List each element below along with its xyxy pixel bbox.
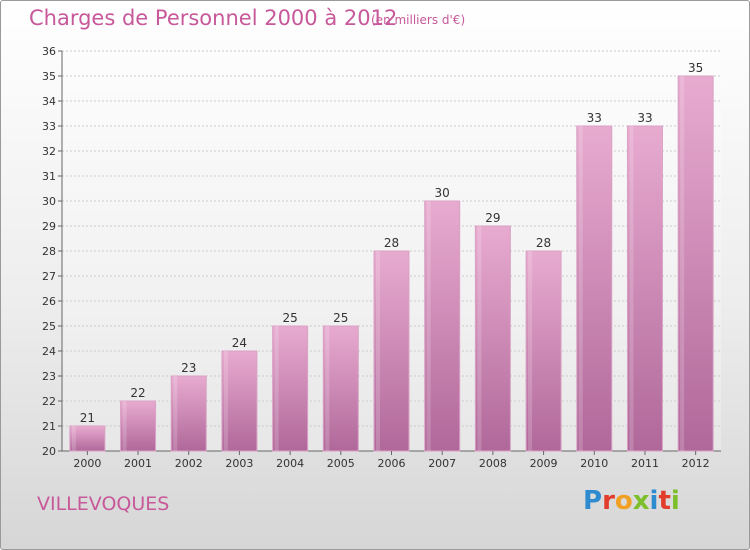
bar-highlight bbox=[578, 126, 583, 451]
data-label: 24 bbox=[232, 336, 247, 350]
x-tick-label: 2003 bbox=[225, 457, 253, 470]
bar-highlight bbox=[629, 126, 634, 451]
y-tick-label: 35 bbox=[42, 70, 56, 83]
data-label: 33 bbox=[637, 111, 652, 125]
y-tick-label: 20 bbox=[42, 445, 56, 458]
bar-2010 bbox=[576, 125, 613, 452]
bar-2002 bbox=[170, 375, 207, 452]
logo-letter: o bbox=[614, 486, 633, 516]
x-tick-label: 2012 bbox=[682, 457, 710, 470]
y-tick-label: 24 bbox=[42, 345, 56, 358]
y-tick-label: 23 bbox=[42, 370, 56, 383]
bar-2008 bbox=[474, 225, 511, 452]
bar-highlight bbox=[426, 201, 431, 451]
x-tick-label: 2009 bbox=[530, 457, 558, 470]
x-tick-label: 2008 bbox=[479, 457, 507, 470]
bar-highlight bbox=[173, 376, 178, 451]
bar-highlight bbox=[71, 426, 76, 451]
data-label: 21 bbox=[80, 411, 95, 425]
y-tick-label: 21 bbox=[42, 420, 56, 433]
proxiti-logo[interactable]: Proxiti bbox=[583, 486, 680, 516]
x-tick-label: 2001 bbox=[124, 457, 152, 470]
data-label: 25 bbox=[333, 311, 348, 325]
bar-2007 bbox=[424, 200, 461, 452]
y-tick-label: 25 bbox=[42, 320, 56, 333]
logo-letter: t bbox=[658, 486, 671, 516]
bar-2009 bbox=[525, 250, 562, 452]
y-tick-label: 29 bbox=[42, 220, 56, 233]
bar-highlight bbox=[477, 226, 482, 451]
x-tick-label: 2011 bbox=[631, 457, 659, 470]
bar-highlight bbox=[274, 326, 279, 451]
bar-2001 bbox=[120, 400, 157, 452]
chart-title: Charges de Personnel 2000 à 2012 bbox=[29, 6, 398, 30]
x-tick-label: 2004 bbox=[276, 457, 304, 470]
y-tick-label: 28 bbox=[42, 245, 56, 258]
logo-letter: P bbox=[583, 486, 603, 516]
data-label: 35 bbox=[688, 61, 703, 75]
data-label: 29 bbox=[485, 211, 500, 225]
bar-2003 bbox=[221, 350, 258, 452]
bar-2011 bbox=[626, 125, 663, 452]
x-tick-label: 2002 bbox=[175, 457, 203, 470]
data-label: 25 bbox=[282, 311, 297, 325]
bar-2000 bbox=[69, 425, 106, 452]
y-tick-label: 27 bbox=[42, 270, 56, 283]
y-tick-label: 33 bbox=[42, 120, 56, 133]
bar-highlight bbox=[680, 76, 685, 451]
y-tick-label: 34 bbox=[42, 95, 56, 108]
bar-highlight bbox=[122, 401, 127, 451]
x-tick-label: 2006 bbox=[378, 457, 406, 470]
bar-2006 bbox=[373, 250, 410, 452]
logo-letter: i bbox=[649, 486, 659, 516]
data-label: 33 bbox=[587, 111, 602, 125]
x-tick-label: 2007 bbox=[428, 457, 456, 470]
bar-highlight bbox=[325, 326, 330, 451]
logo-letter: r bbox=[602, 486, 615, 516]
y-tick-label: 22 bbox=[42, 395, 56, 408]
logo-letter: i bbox=[670, 486, 680, 516]
data-label: 28 bbox=[384, 236, 399, 250]
data-label: 23 bbox=[181, 361, 196, 375]
x-tick-label: 2005 bbox=[327, 457, 355, 470]
y-tick-label: 31 bbox=[42, 170, 56, 183]
y-tick-label: 32 bbox=[42, 145, 56, 158]
x-tick-label: 2000 bbox=[73, 457, 101, 470]
chart-subtitle: (en milliers d'€) bbox=[371, 13, 466, 27]
bar-highlight bbox=[376, 251, 380, 451]
city-name: VILLEVOQUES bbox=[37, 493, 170, 515]
y-tick-label: 26 bbox=[42, 295, 56, 308]
bar-highlight bbox=[223, 351, 228, 451]
bar-2004 bbox=[272, 325, 309, 452]
data-label: 30 bbox=[435, 186, 450, 200]
data-label: 22 bbox=[130, 386, 145, 400]
y-tick-label: 36 bbox=[42, 45, 56, 58]
data-label: 28 bbox=[536, 236, 551, 250]
bar-highlight bbox=[528, 251, 533, 451]
y-tick-label: 30 bbox=[42, 195, 56, 208]
x-tick-label: 2010 bbox=[580, 457, 608, 470]
logo-letter: x bbox=[632, 486, 650, 516]
